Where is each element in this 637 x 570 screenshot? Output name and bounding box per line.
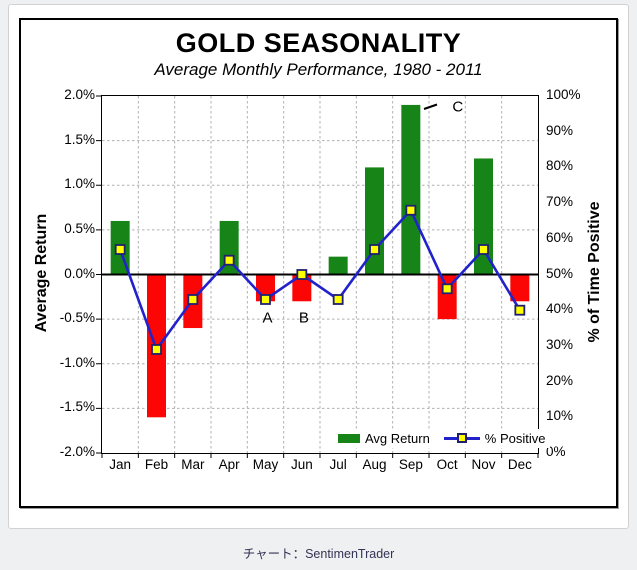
right-axis-tick-label: 0%	[546, 444, 566, 459]
left-axis-tick-label: 2.0%	[64, 87, 95, 102]
x-axis-label-jun: Jun	[290, 457, 313, 472]
bar-jun	[292, 274, 312, 302]
marker-dec	[514, 304, 526, 316]
left-axis-tick-label: 0.5%	[64, 220, 95, 236]
legend-percent-positive-swatch	[443, 433, 480, 444]
left-axis-tick-label: -1.0%	[59, 354, 95, 370]
marker-mar	[187, 294, 199, 305]
left-axis-tick-label: -1.5%	[59, 399, 95, 415]
left-axis-tick-label: -2.0%	[59, 444, 95, 459]
x-axis-label-sep: Sep	[398, 457, 423, 472]
legend-item-percent-positive: % Positive	[443, 431, 546, 446]
annotation-c-pointer	[423, 103, 438, 110]
annotation-a: A	[262, 309, 273, 327]
x-axis-label-feb: Feb	[144, 457, 169, 472]
percent-positive-line	[118, 208, 522, 351]
right-axis-tick-label: 50%	[546, 265, 574, 281]
x-axis-label-aug: Aug	[362, 457, 387, 472]
right-axis-tick-label: 40%	[546, 301, 574, 317]
marker-sep	[405, 204, 417, 216]
legend-marker-glyph	[456, 433, 467, 443]
marker-may	[260, 294, 271, 305]
right-axis-tick-label: 100%	[546, 87, 581, 102]
left-axis-tick-label: -0.5%	[59, 310, 95, 326]
right-axis-tick-label: 30%	[546, 336, 574, 352]
chart-title: GOLD SEASONALITY	[175, 28, 462, 58]
plot-svg	[96, 95, 539, 458]
chart-card: GOLD SEASONALITY Average Monthly Perform…	[8, 4, 629, 529]
right-axis-tick-label: 90%	[546, 122, 574, 138]
x-axis-label-jul: Jul	[329, 457, 347, 472]
marker-jun	[296, 269, 308, 280]
source-caption: チャート：SentimenTrader	[242, 547, 395, 561]
marker-aug	[369, 244, 380, 255]
chart-frame: GOLD SEASONALITY Average Monthly Perform…	[19, 18, 618, 508]
plot-area: A B C Avg Return % Positive	[96, 95, 550, 458]
bar-jul	[328, 256, 348, 275]
marker-feb	[151, 344, 162, 355]
annotation-c: C	[452, 98, 464, 116]
x-axis-label-may: May	[252, 457, 279, 472]
left-axis-tick-label: 1.0%	[64, 176, 95, 192]
right-axis-tick-label: 60%	[546, 229, 574, 245]
legend-avg-return-label: Avg Return	[365, 431, 430, 446]
bar-dec	[510, 274, 530, 302]
x-axis-label-dec: Dec	[507, 457, 532, 472]
legend: Avg Return % Positive	[334, 429, 550, 448]
annotation-b: B	[298, 309, 309, 327]
x-axis-label-oct: Oct	[436, 457, 458, 472]
right-axis-tick-label: 80%	[546, 158, 574, 174]
legend-avg-return-swatch	[338, 434, 360, 443]
marker-oct	[441, 283, 453, 295]
right-axis-tick-label: 70%	[546, 194, 574, 210]
right-axis-tick-label: 20%	[546, 372, 574, 388]
left-axis-tick-label: 0.0%	[64, 265, 95, 281]
marker-jan	[114, 244, 126, 255]
left-axis-tick-label: 1.5%	[64, 131, 95, 147]
marker-nov	[478, 244, 489, 255]
x-axis-label-mar: Mar	[181, 457, 205, 472]
marker-jul	[332, 294, 344, 305]
bar-sep	[401, 104, 421, 275]
legend-item-avg-return: Avg Return	[338, 431, 430, 446]
chart-subtitle: Average Monthly Performance, 1980 - 2011	[154, 60, 483, 79]
x-axis-label-jan: Jan	[109, 457, 132, 472]
right-axis-tick-label: 10%	[546, 408, 574, 424]
x-axis-label-nov: Nov	[471, 457, 496, 472]
legend-percent-positive-label: % Positive	[484, 431, 546, 446]
x-axis-label-apr: Apr	[218, 457, 240, 472]
marker-apr	[223, 254, 235, 266]
